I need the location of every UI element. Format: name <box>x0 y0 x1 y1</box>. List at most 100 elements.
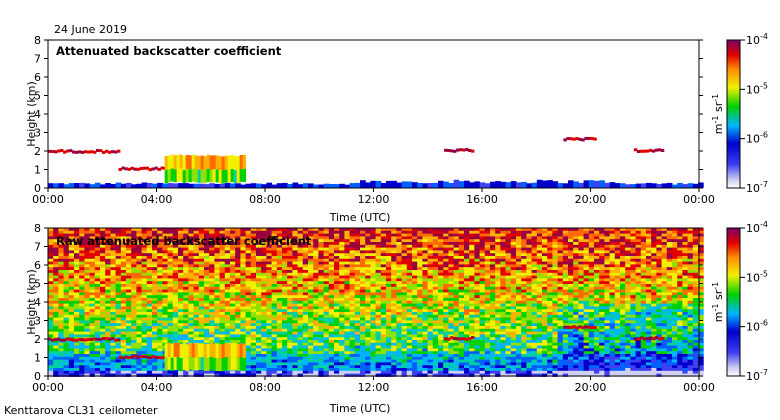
heat-cell <box>495 359 501 363</box>
heat-cell <box>120 284 127 288</box>
heat-cell <box>287 312 293 316</box>
heat-cell <box>354 284 361 288</box>
heat-cell <box>219 323 226 327</box>
heat-cell <box>412 284 418 288</box>
heat-cell <box>74 334 80 338</box>
heat-cell <box>339 368 345 372</box>
heat-cell <box>131 342 137 347</box>
heat-cell <box>115 365 122 369</box>
heat-cell <box>339 284 345 288</box>
heat-cell <box>126 261 132 265</box>
heat-cell <box>292 320 299 324</box>
heat-cell <box>105 270 111 274</box>
heat-cell <box>141 314 148 319</box>
heat-cell <box>146 309 153 313</box>
heat-cell <box>276 373 283 377</box>
heat-cell <box>250 261 257 265</box>
heat-cell <box>219 331 226 335</box>
heat-cell <box>287 362 293 366</box>
heat-cell <box>136 281 143 285</box>
heat-cell <box>417 362 423 366</box>
heat-cell <box>391 351 397 355</box>
heat-cell <box>282 345 288 349</box>
heat-cell <box>250 300 257 305</box>
heat-cell <box>250 314 257 319</box>
heat-cell <box>365 253 371 257</box>
heat-cell <box>505 236 512 240</box>
heat-cell <box>94 258 101 263</box>
heat-cell <box>380 314 387 319</box>
heat-cell <box>157 342 163 347</box>
heat-cell <box>484 230 491 235</box>
heat-cell <box>464 323 470 327</box>
heat-cell <box>256 289 262 293</box>
heat-cell <box>360 284 366 288</box>
heat-cell <box>219 320 226 324</box>
heat-cell <box>438 331 444 335</box>
y-tick-label: 4 <box>34 108 41 121</box>
heat-cell <box>120 289 127 293</box>
heat-cell <box>406 270 413 274</box>
heat-cell <box>344 326 351 330</box>
heat-cell <box>469 256 475 260</box>
heat-cell <box>230 239 236 243</box>
heat-cell <box>219 250 226 254</box>
heat-cell <box>339 328 345 333</box>
heat-cell <box>74 328 80 333</box>
heat-cell <box>204 275 210 279</box>
heat-cell <box>484 320 491 324</box>
heat-cell <box>250 351 257 355</box>
heat-cell <box>474 323 481 327</box>
cloud-cell <box>51 149 55 153</box>
heat-cell <box>339 298 345 302</box>
heat-cell <box>422 295 429 299</box>
heat-cell <box>453 331 460 335</box>
heat-cell <box>292 258 299 263</box>
heat-cell <box>318 356 325 361</box>
heat-cell <box>167 373 174 377</box>
heat-cell <box>219 328 226 333</box>
heat-cell <box>94 323 101 327</box>
heat-cell <box>365 267 371 271</box>
heat-cell <box>79 258 85 263</box>
heat-cell <box>313 365 319 369</box>
heat-cell <box>74 362 80 366</box>
heat-cell <box>401 354 408 358</box>
heat-cell <box>474 281 481 285</box>
heat-cell <box>334 258 340 263</box>
heat-cell <box>282 359 288 363</box>
heat-cell <box>183 250 189 254</box>
heat-cell <box>209 306 215 310</box>
heat-cell <box>464 365 470 369</box>
heat-cell <box>365 356 371 361</box>
heat-cell <box>308 331 314 335</box>
heat-cell <box>386 230 392 235</box>
heat-cell <box>443 239 449 243</box>
heat-cell <box>105 242 111 246</box>
heat-cell <box>334 286 340 291</box>
heat-cell <box>183 306 189 310</box>
heat-cell <box>245 295 252 299</box>
heat-cell <box>386 289 392 293</box>
heat-cell <box>422 253 429 257</box>
heat-cell <box>193 289 200 293</box>
heat-cell <box>110 334 117 338</box>
heat-cell <box>271 247 278 251</box>
heat-cell <box>412 365 418 369</box>
heat-cell <box>474 342 481 347</box>
aerosol-cell <box>178 183 184 188</box>
heat-cell <box>282 370 288 375</box>
heat-cell <box>334 337 340 341</box>
heat-cell <box>427 244 434 249</box>
heat-cell <box>245 309 252 313</box>
heat-cell <box>204 228 210 232</box>
heat-cell <box>183 286 189 291</box>
heat-cell <box>339 331 345 335</box>
heat-cell <box>370 317 377 321</box>
heat-cell <box>94 309 101 313</box>
heat-cell <box>422 242 429 246</box>
cloud-cell <box>203 170 208 184</box>
heat-cell <box>458 351 465 355</box>
heat-cell <box>261 345 267 349</box>
heat-cell <box>120 242 127 246</box>
